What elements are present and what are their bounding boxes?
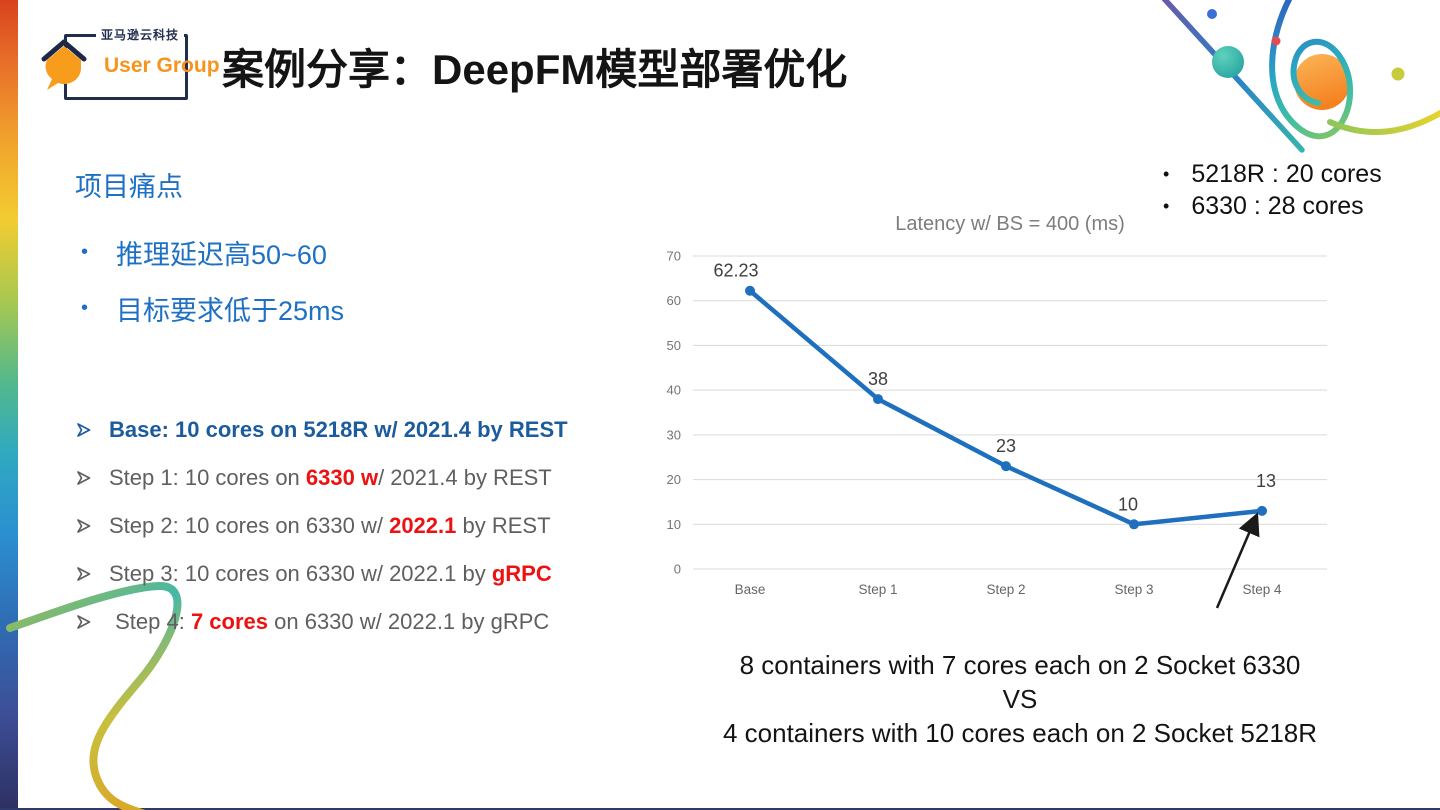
data-label: 23	[996, 436, 1016, 456]
slide-title: 案例分享：DeepFM模型部署优化	[222, 46, 848, 93]
step-item: Step 1: 10 cores on 6330 w/ 2021.4 by RE…	[76, 454, 656, 502]
arrow-bullet-icon	[77, 615, 91, 629]
bullet-dot-icon: •	[1163, 195, 1170, 216]
blue-dot	[1207, 9, 1217, 19]
spec-text: 5218R : 20 cores	[1191, 159, 1382, 188]
decor-top-right	[1161, 0, 1440, 153]
data-point	[1129, 519, 1139, 530]
logo-group-label: User Group	[104, 54, 220, 77]
pain-point-item: • 目标要求低于25ms	[75, 280, 344, 336]
x-axis-label: Step 3	[1114, 582, 1153, 597]
caption-line: VS	[1002, 684, 1038, 714]
step-item: Step 2: 10 cores on 6330 w/ 2022.1 by RE…	[76, 502, 656, 550]
aws-usergroup-logo: 亚马逊云科技 User Group	[40, 26, 220, 102]
step-text-run: Step 2: 10 cores on 6330 w/	[109, 513, 390, 538]
step-text-run: 7 cores	[190, 609, 269, 634]
step-item: Step 4: 7 cores on 6330 w/ 2022.1 by gRP…	[76, 598, 656, 646]
spec-text: 6330 : 28 cores	[1191, 191, 1364, 220]
y-axis-tick: 30	[667, 427, 681, 442]
pain-point-item: • 推理延迟高50~60	[75, 224, 344, 280]
latency-chart-area: 0 10 20 30 40 50 60 70 Latency w/ BS = 400 (ms) B…	[655, 206, 1355, 621]
arrow-bullet-icon	[77, 423, 91, 437]
caption-line: 8 containers with 7 cores each on 2 Sock…	[739, 650, 1301, 680]
y-axis-tick: 10	[667, 517, 681, 532]
red-dot	[1271, 36, 1281, 46]
data-label: 62.23	[713, 261, 758, 281]
bullet-dot-icon: •	[81, 240, 89, 263]
step-text-run: Step 4:	[109, 609, 191, 634]
pain-points-list: • 推理延迟高50~60 • 目标要求低于25ms	[75, 224, 344, 336]
step-text-run: Step 3: 10 cores on 6330 w/ 2022.1 by	[109, 561, 492, 586]
chart-title: Latency w/ BS = 400 (ms)	[895, 213, 1125, 235]
step-text-run: 2022.1	[389, 513, 457, 538]
step-item: Base: 10 cores on 5218R w/ 2021.4 by RES…	[76, 406, 656, 454]
orbit-ball	[1212, 46, 1244, 78]
bullet-dot-icon: •	[1163, 163, 1170, 184]
data-point	[873, 394, 883, 405]
x-axis-label: Step 4	[1242, 582, 1282, 597]
pain-points-heading: 项目痛点	[75, 172, 183, 202]
latency-chart: 0 10 20 30 40 50 60 70 Latency w/ BS = 400 (ms) B…	[667, 213, 1327, 609]
step-item: Step 3: 10 cores on 6330 w/ 2022.1 by gR…	[76, 550, 656, 598]
data-point	[1257, 505, 1267, 516]
y-axis-tick: 20	[667, 472, 681, 487]
swirl-curve	[1269, 0, 1354, 140]
caption-block: 8 containers with 7 cores each on 2 Sock…	[620, 648, 1420, 750]
step-text-run: gRPC	[491, 561, 552, 586]
spec-item: • 6330 : 28 cores	[1163, 190, 1382, 222]
y-axis-tick: 40	[667, 383, 681, 398]
orbit-line	[1161, 0, 1305, 153]
caption-line: 4 containers with 10 cores each on 2 Soc…	[722, 718, 1318, 748]
left-accent-strip	[0, 0, 18, 810]
swirl-tail	[1327, 109, 1440, 135]
data-point	[1001, 461, 1011, 472]
yellow-dot	[1391, 67, 1405, 81]
arrow-bullet-icon	[77, 471, 91, 485]
data-point	[745, 285, 755, 296]
step-text-run: Step 1: 10 cores on	[109, 465, 306, 490]
bullet-dot-icon: •	[81, 296, 89, 319]
data-label: 10	[1118, 494, 1138, 514]
arrow-annotation	[1215, 512, 1260, 609]
x-axis-label: Step 2	[986, 582, 1025, 597]
data-label: 13	[1256, 471, 1276, 491]
y-axis-tick: 50	[667, 338, 681, 353]
pain-points-section: 项目痛点 • 推理延迟高50~60 • 目标要求低于25ms	[75, 165, 344, 336]
step-text-run: 6330 w	[305, 465, 379, 490]
data-label: 38	[868, 369, 888, 389]
pain-point-text: 推理延迟高50~60	[116, 239, 327, 270]
house-icon	[41, 39, 87, 90]
x-axis-label: Base	[735, 582, 766, 597]
orange-planet	[1294, 54, 1350, 110]
x-axis-label: Step 1	[858, 582, 897, 597]
y-axis-tick: 0	[674, 562, 681, 577]
step-text-run: on 6330 w/ 2022.1 by gRPC	[268, 609, 550, 634]
arrow-bullet-icon	[77, 519, 91, 533]
cpu-specs-list: • 5218R : 20 cores • 6330 : 28 cores	[1163, 158, 1382, 222]
pain-point-text: 目标要求低于25ms	[116, 295, 345, 326]
y-axis-tick: 60	[667, 293, 681, 308]
arrow-bullet-icon	[77, 567, 91, 581]
step-text-run: Base: 10 cores on 5218R w/ 2021.4 by RES…	[109, 417, 568, 442]
step-text-run: / 2021.4 by REST	[378, 465, 552, 490]
step-text-run: by REST	[456, 513, 551, 538]
steps-list: Base: 10 cores on 5218R w/ 2021.4 by RES…	[76, 406, 656, 646]
trend-line	[747, 288, 1265, 527]
logo-org-label: 亚马逊云科技	[96, 26, 185, 43]
y-axis-tick: 70	[667, 249, 681, 264]
spec-item: • 5218R : 20 cores	[1163, 158, 1382, 190]
